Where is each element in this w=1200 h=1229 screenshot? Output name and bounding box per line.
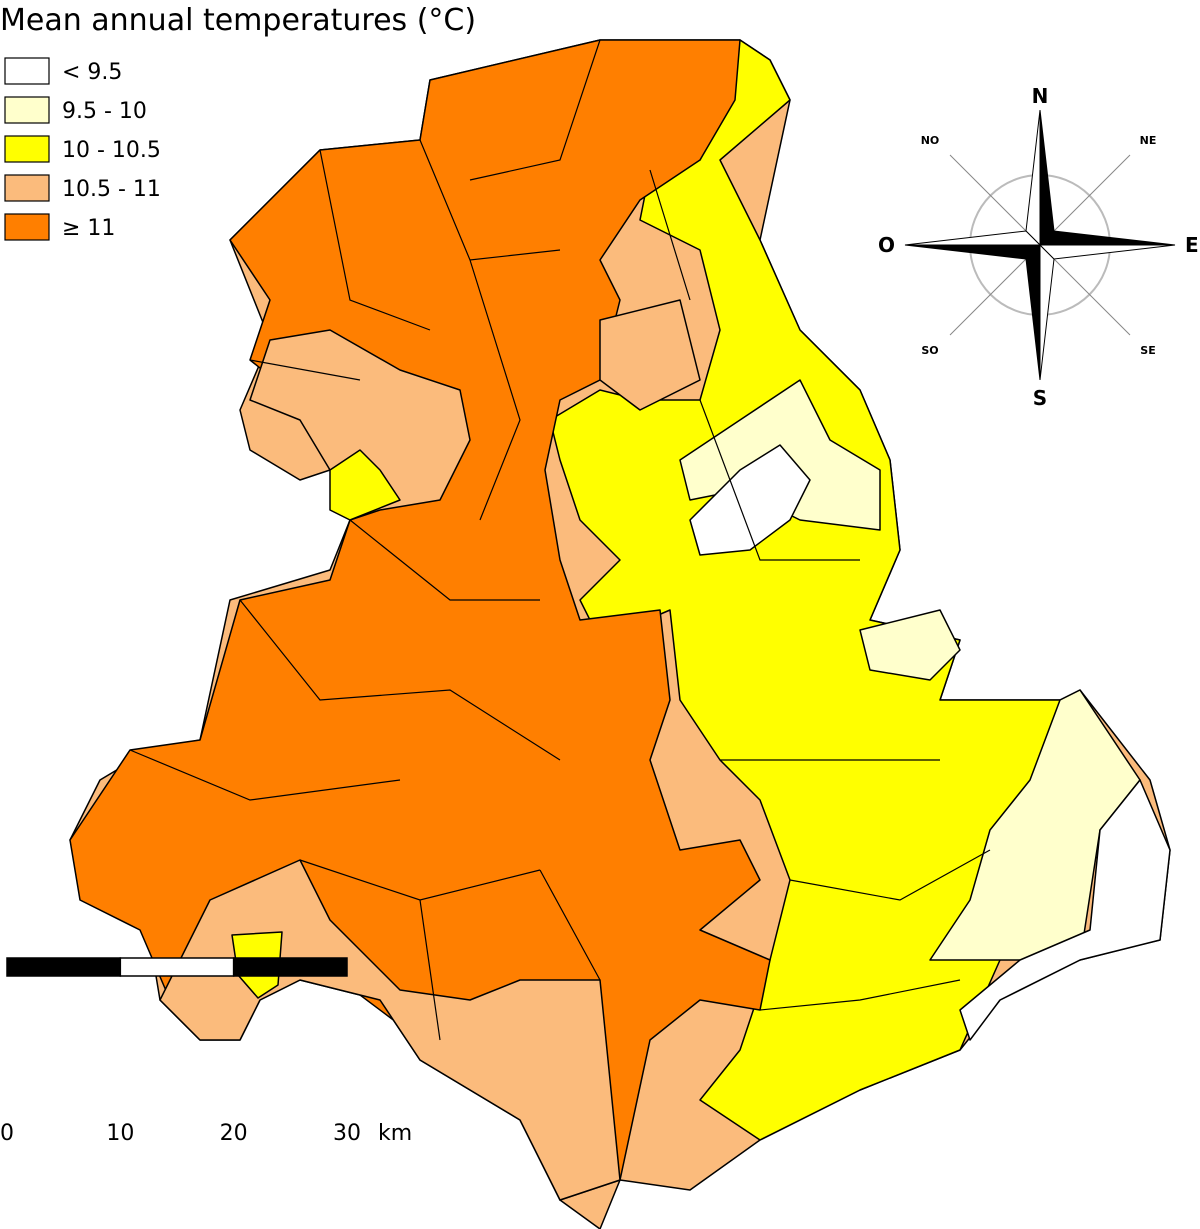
legend-swatch bbox=[4, 174, 50, 202]
legend-label: 10.5 - 11 bbox=[62, 177, 161, 202]
compass-label: NE bbox=[1140, 134, 1157, 147]
compass-point bbox=[1039, 243, 1055, 381]
commune-borders bbox=[129, 39, 991, 1041]
compass-label: NO bbox=[921, 134, 940, 147]
map-title: Mean annual temperatures (°C) bbox=[0, 3, 476, 38]
scale-segment bbox=[232, 957, 348, 977]
compass-rose: N S O E NO NE SO SE bbox=[878, 84, 1199, 410]
compass-point bbox=[904, 230, 1042, 246]
compass-label: E bbox=[1185, 233, 1199, 257]
compass-label: SO bbox=[921, 344, 938, 357]
compass-point bbox=[1039, 109, 1055, 247]
region bbox=[689, 444, 811, 556]
legend-swatch bbox=[4, 96, 50, 124]
legend-swatch bbox=[4, 57, 50, 85]
compass-point bbox=[1038, 230, 1176, 246]
legend-swatch bbox=[4, 135, 50, 163]
compass-label: N bbox=[1032, 84, 1049, 108]
region bbox=[599, 299, 701, 411]
region bbox=[859, 609, 961, 681]
compass-label: O bbox=[878, 233, 895, 257]
region bbox=[959, 779, 1171, 1041]
compass-point bbox=[904, 244, 1042, 260]
compass-point bbox=[1025, 243, 1041, 381]
compass-point bbox=[1038, 244, 1176, 260]
scale-segment bbox=[119, 957, 235, 977]
map-regions bbox=[69, 39, 1171, 1229]
compass-point bbox=[1025, 109, 1041, 247]
legend-label: 9.5 - 10 bbox=[62, 99, 147, 124]
scale-label: 20 bbox=[220, 1121, 248, 1146]
compass-label: S bbox=[1033, 386, 1047, 410]
legend-label: ≥ 11 bbox=[62, 216, 115, 241]
legend: < 9.5 9.5 - 10 10 - 10.5 10.5 - 11 ≥ 11 bbox=[4, 57, 161, 241]
compass-label: SE bbox=[1140, 344, 1155, 357]
region bbox=[249, 329, 471, 521]
scale-label: 30 bbox=[333, 1121, 361, 1146]
scale-segment bbox=[6, 957, 122, 977]
scale-label: 0 bbox=[0, 1121, 14, 1146]
scale-unit: km bbox=[378, 1121, 412, 1146]
legend-label: < 9.5 bbox=[62, 60, 122, 85]
region bbox=[549, 39, 1061, 1141]
legend-swatch bbox=[4, 213, 50, 241]
legend-label: 10 - 10.5 bbox=[62, 138, 161, 163]
scale-label: 10 bbox=[106, 1121, 134, 1146]
border bbox=[129, 39, 991, 1041]
region bbox=[329, 449, 401, 521]
scale-bar: 0 10 20 30 km bbox=[0, 957, 412, 1146]
